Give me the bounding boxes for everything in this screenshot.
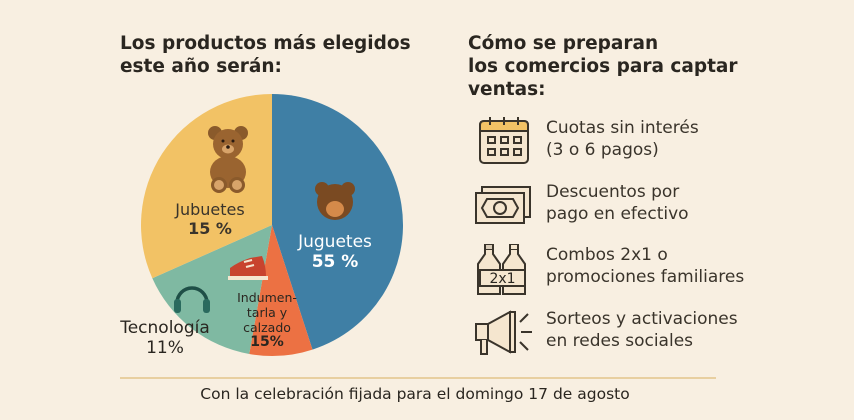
bottles-2x1-icon: 2x1 xyxy=(477,244,526,295)
slice-value: 15 % xyxy=(188,219,232,239)
slice-label: tarla y xyxy=(246,305,288,320)
headphones-icon xyxy=(174,286,210,313)
pie-slice xyxy=(272,94,404,350)
divider xyxy=(120,377,716,379)
slice-value: 11% xyxy=(146,338,184,359)
strategy-text: Sorteos y activaciones xyxy=(546,309,738,329)
bear-face-icon xyxy=(315,182,355,220)
strategy-text: (3 o 6 pagos) xyxy=(546,140,659,160)
pie-slice xyxy=(152,225,272,355)
slice-label: Tecnología xyxy=(120,318,210,338)
slice-label-yellow: Jubuetes 15 % xyxy=(160,200,260,238)
title-line: Cómo se preparan xyxy=(468,33,659,54)
strategies-title: Cómo se preparan los comercios para capt… xyxy=(468,32,768,101)
strategy-text: promociones familiares xyxy=(546,267,745,287)
pie-title: Los productos más elegidos este año será… xyxy=(120,32,420,78)
icon-text: 2x1 xyxy=(489,271,515,287)
strategy-item: Sorteos y activaciones en redes sociales xyxy=(474,308,834,358)
slice-label-teal: Tecnología 11% xyxy=(110,318,220,359)
strategy-text: Descuentos por xyxy=(546,182,680,202)
footer-note: Con la celebración fijada para el doming… xyxy=(200,385,630,403)
title-line: ventas: xyxy=(468,79,546,100)
strategy-text: Combos 2x1 o xyxy=(546,245,668,265)
slice-label-orange: Indumen- tarla y calzado 15% xyxy=(222,290,312,350)
strategy-text: pago en efectivo xyxy=(546,204,689,224)
title-line: Los productos más elegidos xyxy=(120,33,411,54)
strategy-item: Descuentos por pago en efectivo xyxy=(474,181,834,231)
slice-label-blue: Juguetes 55 % xyxy=(285,232,385,273)
pie-slice xyxy=(249,225,313,357)
teddy-bear-icon xyxy=(208,126,248,193)
cash-icon xyxy=(475,186,531,224)
pie-chart xyxy=(141,94,404,357)
sneaker-icon xyxy=(228,256,268,280)
strategy-text: Cuotas sin interés xyxy=(546,118,699,138)
title-line: los comercios para captar xyxy=(468,56,738,77)
megaphone-icon xyxy=(475,310,532,355)
strategy-text: en redes sociales xyxy=(546,331,694,351)
slice-label: Jubuetes xyxy=(175,200,245,219)
strategy-item: 2x1 Combos 2x1 o promociones familiares xyxy=(474,244,834,295)
slice-label: calzado xyxy=(243,320,291,335)
calendar-icon xyxy=(479,117,529,164)
slice-value: 15% xyxy=(250,334,284,350)
title-line: este año serán: xyxy=(120,56,282,77)
slice-label: Indumen- xyxy=(237,290,297,305)
strategy-item: Cuotas sin interés (3 o 6 pagos) xyxy=(474,117,834,167)
slice-value: 55 % xyxy=(311,252,359,273)
slice-label: Juguetes xyxy=(298,232,372,252)
